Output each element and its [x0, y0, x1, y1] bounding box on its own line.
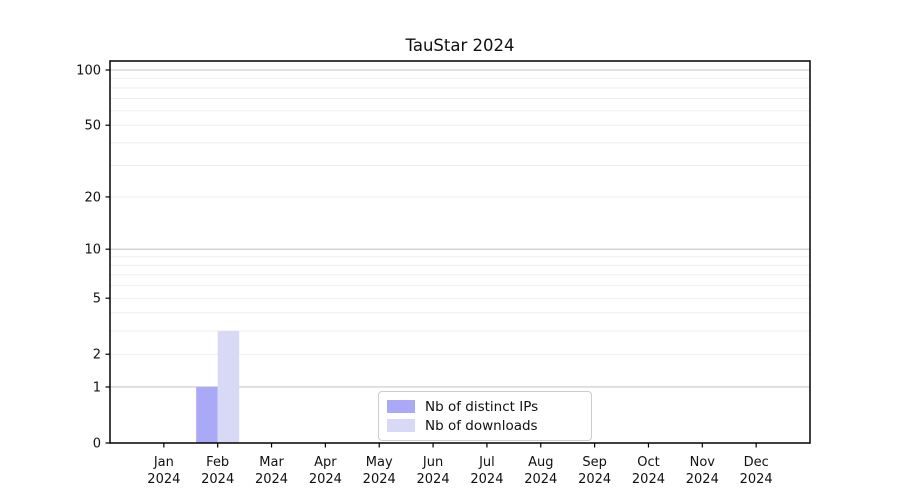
chart-title: TauStar 2024 — [405, 36, 515, 55]
legend-label-downloads: Nb of downloads — [425, 417, 538, 434]
x-tick-label-year-2: 2024 — [255, 472, 288, 487]
bar-nb-of-distinct-ips-m1 — [196, 386, 218, 443]
x-tick-label-year-11: 2024 — [740, 472, 773, 487]
x-tick-label-year-8: 2024 — [578, 472, 611, 487]
x-tick-label-month-5: Jun — [422, 455, 443, 470]
legend-label-distinct-ips: Nb of distinct IPs — [425, 398, 539, 415]
x-tick-label-month-10: Nov — [690, 455, 716, 470]
x-tick-label-year-7: 2024 — [524, 472, 557, 487]
y-tick-label-50: 50 — [84, 119, 101, 134]
x-tick-label-year-3: 2024 — [309, 472, 342, 487]
axes-frame — [109, 60, 811, 444]
x-tick-label-month-1: Feb — [206, 455, 229, 470]
x-tick-label-month-6: Jul — [478, 455, 495, 470]
x-tick-label-month-8: Sep — [582, 455, 607, 470]
x-tick-label-month-7: Aug — [528, 455, 553, 470]
legend-swatch-distinct-ips — [387, 400, 415, 413]
x-tick-label-month-0: Jan — [153, 455, 174, 470]
y-tick-label-100: 100 — [76, 64, 101, 79]
legend: Nb of distinct IPs Nb of downloads — [378, 391, 592, 441]
x-tick-label-year-9: 2024 — [632, 472, 665, 487]
x-tick-label-month-2: Mar — [259, 455, 284, 470]
y-tick-label-20: 20 — [84, 190, 101, 205]
x-tick-label-month-4: May — [366, 455, 393, 470]
x-tick-label-year-6: 2024 — [470, 472, 503, 487]
legend-item-downloads: Nb of downloads — [387, 416, 583, 435]
x-tick-label-year-4: 2024 — [363, 472, 396, 487]
y-tick-label-2: 2 — [93, 348, 101, 363]
y-tick-label-0: 0 — [93, 437, 101, 452]
bar-nb-of-downloads-m1 — [217, 330, 240, 443]
y-tick-label-10: 10 — [84, 243, 101, 258]
x-tick-label-year-10: 2024 — [686, 472, 719, 487]
y-tick-label-1: 1 — [93, 380, 101, 395]
x-tick-label-year-0: 2024 — [147, 472, 180, 487]
x-tick-label-year-1: 2024 — [201, 472, 234, 487]
y-tick-label-5: 5 — [93, 292, 101, 307]
x-tick-label-month-3: Apr — [314, 455, 337, 470]
legend-item-distinct-ips: Nb of distinct IPs — [387, 397, 583, 416]
x-tick-label-year-5: 2024 — [417, 472, 450, 487]
legend-swatch-downloads — [387, 419, 415, 432]
x-tick-label-month-9: Oct — [637, 455, 659, 470]
x-tick-label-month-11: Dec — [744, 455, 769, 470]
